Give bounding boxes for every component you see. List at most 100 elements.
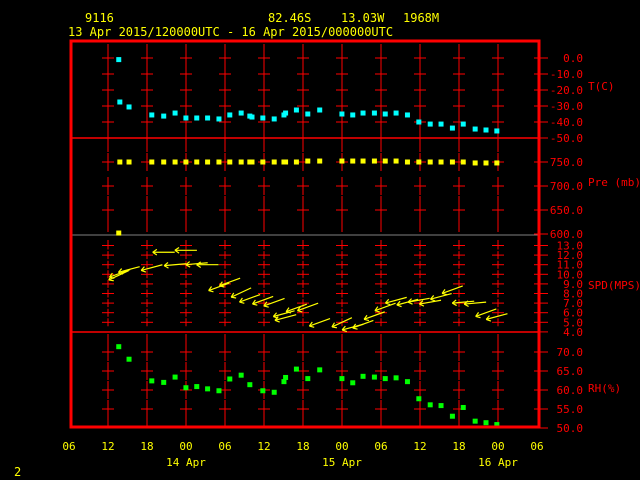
pressure-point [494, 160, 500, 166]
temperature-point [449, 125, 455, 131]
relative-humidity-point [116, 344, 122, 350]
temperature-point [393, 110, 399, 116]
temperature-point [360, 110, 366, 116]
relative-humidity-point [339, 376, 345, 382]
relative-humidity-point [227, 376, 233, 382]
temperature-point [371, 110, 377, 116]
pressure-point [126, 159, 132, 165]
pressure-point [360, 158, 366, 164]
y-tick-label: 70.0 [557, 346, 584, 359]
temperature-point [227, 112, 233, 118]
wind-arrow [196, 261, 219, 269]
relative-humidity-point [205, 386, 211, 392]
y-tick-label: 11.0 [557, 259, 584, 272]
wind-arrow [296, 302, 319, 313]
x-tick-label: 06 [62, 440, 75, 453]
wind-arrow [285, 303, 307, 314]
y-tick-label: -50.0 [550, 132, 583, 145]
wind-arrow [230, 287, 252, 299]
relative-humidity-point [404, 379, 410, 385]
y-tick-label: 750.0 [550, 156, 583, 169]
wind-arrow [274, 314, 297, 323]
pressure-point [227, 159, 233, 165]
wind-arrow [451, 299, 475, 307]
wind-arrow [208, 282, 230, 293]
y-tick-label: 10.0 [557, 268, 584, 281]
page-number: 2 [14, 465, 21, 479]
temperature-point [249, 114, 255, 120]
relative-humidity-point [371, 374, 377, 380]
temperature-point [293, 107, 299, 113]
relative-humidity-point [494, 422, 500, 428]
wind-arrow [174, 246, 197, 254]
wind-arrow [185, 261, 208, 268]
grid [70, 44, 540, 426]
pressure-point [460, 159, 466, 165]
y-tick-label: -30.0 [550, 100, 583, 113]
pressure-point [339, 158, 345, 164]
pressure-axis-label: Pre (mb) [588, 176, 640, 189]
pressure-point [382, 158, 388, 164]
relative-humidity-point [161, 379, 167, 385]
pressure-point [305, 158, 311, 164]
wind-arrow [140, 264, 163, 273]
wind-arrow [152, 248, 175, 256]
data-marks [108, 57, 508, 428]
temperature-point [305, 111, 311, 117]
pressure-point [350, 158, 356, 164]
temperature-point [172, 110, 178, 116]
relative-humidity-point [438, 403, 444, 409]
x-date-label: 14 Apr [166, 456, 206, 469]
relative-humidity-point [247, 382, 253, 388]
wind-arrow [352, 319, 374, 330]
wind-arrow [429, 292, 452, 302]
y-tick-label: 9.0 [563, 278, 583, 291]
relative-humidity-point [305, 376, 311, 382]
y-tick-label: 600.0 [550, 228, 583, 241]
pressure-point [404, 159, 410, 165]
wind-arrow [117, 266, 140, 275]
relative-humidity-point [183, 385, 189, 391]
pressure-point [449, 159, 455, 165]
x-tick-label: 06 [530, 440, 543, 453]
temperature-point [317, 107, 323, 113]
pressure-point [161, 159, 167, 165]
pressure-point [416, 159, 422, 165]
relative-humidity-point [149, 378, 155, 384]
wind-speed-axis-label: SPD(MPS) [588, 279, 640, 292]
wind-arrow [475, 308, 497, 319]
pressure-point [438, 159, 444, 165]
x-tick-label: 00 [335, 440, 348, 453]
temperature-point [283, 110, 289, 116]
x-tick-label: 00 [491, 440, 504, 453]
relative-humidity-point [281, 379, 287, 385]
temperature-point [494, 128, 500, 134]
relative-humidity-point [271, 389, 277, 395]
wind-arrow [374, 302, 396, 313]
time-period: 13 Apr 2015/120000UTC - 16 Apr 2015/0000… [68, 25, 393, 39]
y-tick-label: 12.0 [557, 249, 584, 262]
temperature-point [161, 113, 167, 119]
pressure-point [260, 159, 266, 165]
pressure-point [116, 230, 122, 236]
wind-arrow [163, 262, 187, 269]
wind-arrow [463, 300, 487, 308]
temperature-point [216, 116, 222, 122]
station-longitude: 13.03W [341, 11, 385, 25]
temperature-point [460, 121, 466, 127]
y-tick-label: 5.0 [563, 316, 583, 329]
x-tick-label: 12 [413, 440, 426, 453]
temperature-point [350, 112, 356, 118]
station-latitude: 82.46S [268, 11, 311, 25]
x-tick-label: 18 [140, 440, 153, 453]
x-tick-label: 06 [218, 440, 231, 453]
relative-humidity-point [472, 418, 478, 424]
y-tick-label: 13.0 [557, 240, 584, 253]
x-date-label: 16 Apr [478, 456, 518, 469]
y-tick-label: 8.0 [563, 288, 583, 301]
pressure-point [194, 159, 200, 165]
temperature-point [438, 121, 444, 127]
temperature-point [271, 116, 277, 122]
pressure-point [205, 159, 211, 165]
pressure-point [293, 159, 299, 165]
